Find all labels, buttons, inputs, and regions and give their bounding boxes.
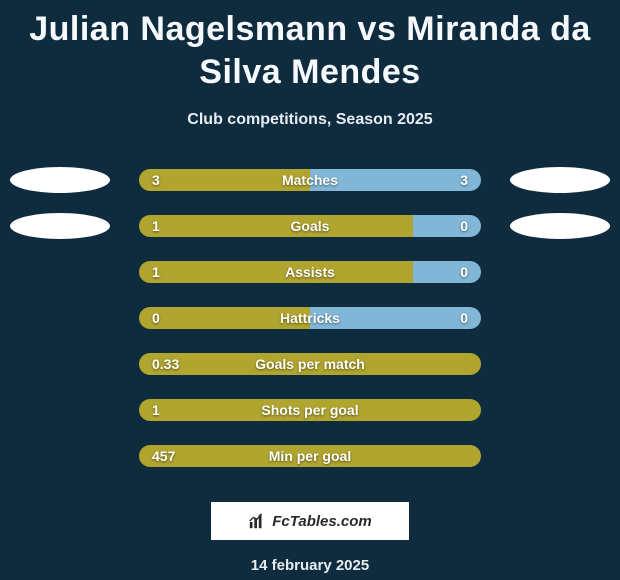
stat-bar-left	[139, 307, 310, 329]
stat-bar	[139, 353, 481, 375]
bar-chart-icon	[248, 512, 266, 530]
stat-bar	[139, 215, 481, 237]
player-badge-left	[10, 213, 110, 239]
stat-bar	[139, 399, 481, 421]
stat-row: Assists10	[0, 249, 620, 295]
stat-bar-right	[310, 307, 481, 329]
player-badge-right	[510, 167, 610, 193]
player-badge-right	[510, 213, 610, 239]
stat-row: Shots per goal1	[0, 387, 620, 433]
stat-bar	[139, 261, 481, 283]
stat-bar-left	[139, 261, 413, 283]
stat-bar	[139, 169, 481, 191]
stat-bar-right	[310, 169, 481, 191]
stat-row: Matches33	[0, 157, 620, 203]
player-badge-left	[10, 167, 110, 193]
stat-bar-left	[139, 215, 413, 237]
stat-bar	[139, 307, 481, 329]
stat-bar-left	[139, 399, 481, 421]
stat-row: Goals10	[0, 203, 620, 249]
stat-bar	[139, 445, 481, 467]
page-title: Julian Nagelsmann vs Miranda da Silva Me…	[0, 8, 620, 93]
footer-date: 14 february 2025	[0, 557, 620, 574]
page-subtitle: Club competitions, Season 2025	[0, 111, 620, 129]
brand-text: FcTables.com	[272, 513, 371, 530]
stat-bar-left	[139, 445, 481, 467]
stat-rows: Matches33Goals10Assists10Hattricks00Goal…	[0, 157, 620, 479]
stat-row: Goals per match0.33	[0, 341, 620, 387]
stat-bar-left	[139, 353, 481, 375]
stat-row: Min per goal457	[0, 433, 620, 479]
comparison-infographic: Julian Nagelsmann vs Miranda da Silva Me…	[0, 0, 620, 580]
stat-row: Hattricks00	[0, 295, 620, 341]
stat-bar-left	[139, 169, 310, 191]
brand-badge: FcTables.com	[210, 501, 410, 541]
stat-bar-right	[413, 261, 481, 283]
stat-bar-right	[413, 215, 481, 237]
